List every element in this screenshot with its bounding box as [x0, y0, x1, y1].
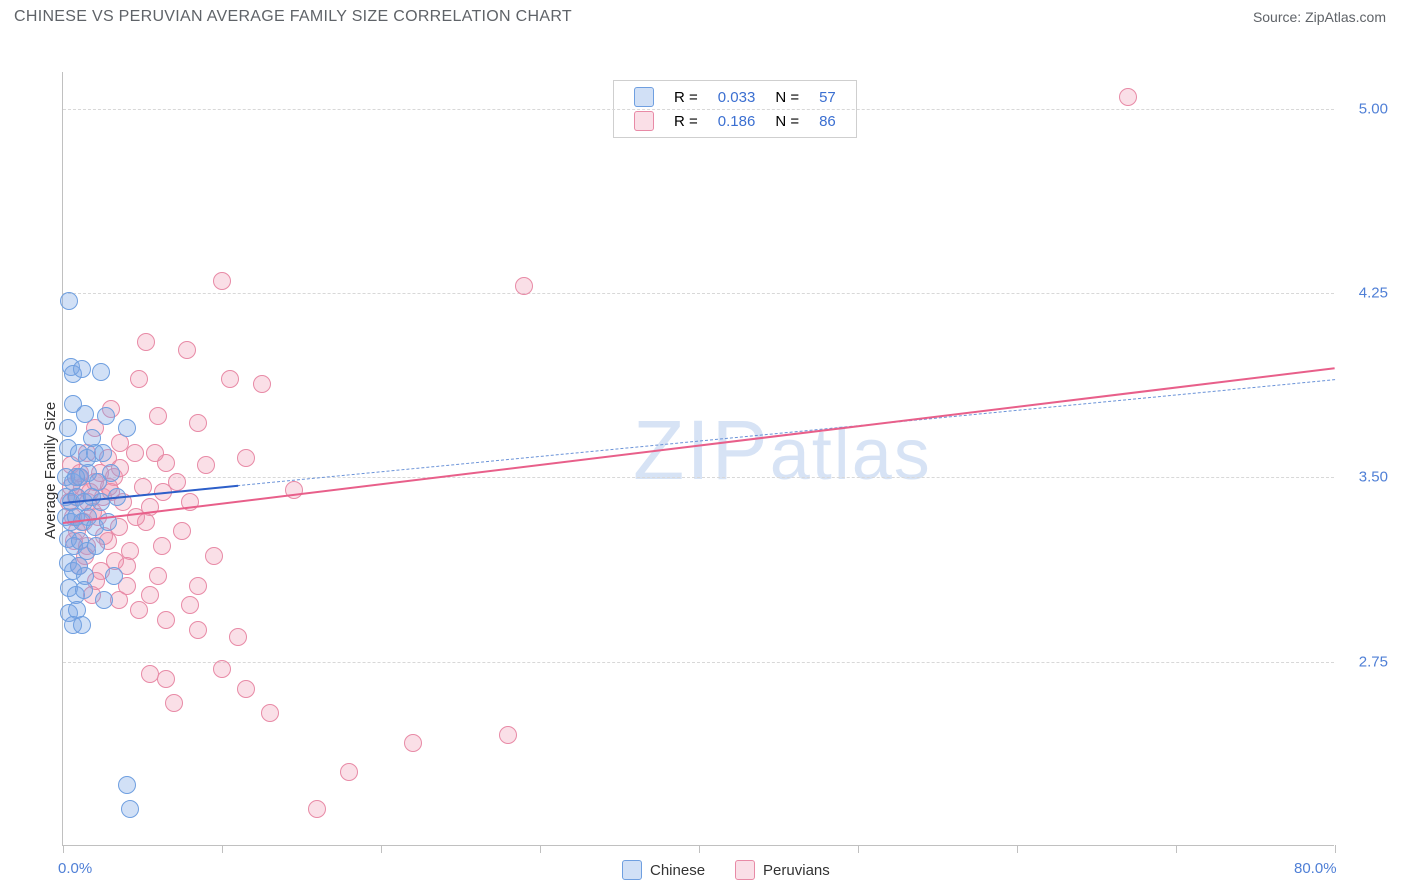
grid-line [63, 477, 1334, 478]
data-point-chinese [95, 591, 113, 609]
data-point-chinese [118, 419, 136, 437]
data-point-peruvians [130, 601, 148, 619]
x-tick [540, 845, 541, 853]
trend-line-peruvians [63, 367, 1335, 524]
y-axis-title: Average Family Size [42, 402, 59, 539]
chart-title: CHINESE VS PERUVIAN AVERAGE FAMILY SIZE … [14, 8, 572, 26]
data-point-peruvians [173, 522, 191, 540]
y-tick-label: 3.50 [1359, 469, 1388, 486]
data-point-chinese [87, 537, 105, 555]
data-point-chinese [73, 616, 91, 634]
source-name: ZipAtlas.com [1305, 9, 1386, 25]
grid-line [63, 293, 1334, 294]
data-point-peruvians [146, 444, 164, 462]
data-point-chinese [118, 776, 136, 794]
data-point-chinese [92, 363, 110, 381]
x-tick [1335, 845, 1336, 853]
x-tick [1017, 845, 1018, 853]
x-tick [63, 845, 64, 853]
data-point-peruvians [515, 277, 533, 295]
x-tick [858, 845, 859, 853]
data-point-peruvians [157, 670, 175, 688]
data-point-peruvians [499, 726, 517, 744]
data-point-peruvians [153, 537, 171, 555]
source-prefix: Source: [1253, 9, 1305, 25]
data-point-peruvians [137, 333, 155, 351]
swatch-peruvians [634, 111, 654, 131]
legend-row-peruvians: R = 0.186 N = 86 [624, 109, 846, 133]
x-tick [1176, 845, 1177, 853]
r-value-chinese: 0.033 [708, 85, 766, 109]
y-tick-label: 4.25 [1359, 285, 1388, 302]
r-value-peruvians: 0.186 [708, 109, 766, 133]
data-point-peruvians [127, 508, 145, 526]
swatch-chinese [622, 860, 642, 880]
watermark: ZIPatlas [633, 402, 932, 499]
legend-label-chinese: Chinese [650, 862, 705, 879]
data-point-peruvians [165, 694, 183, 712]
data-point-peruvians [130, 370, 148, 388]
n-value-peruvians: 86 [809, 109, 846, 133]
data-point-peruvians [213, 660, 231, 678]
data-point-peruvians [340, 763, 358, 781]
series-legend: Chinese Peruvians [622, 860, 830, 880]
data-point-peruvians [253, 375, 271, 393]
y-tick-label: 2.75 [1359, 653, 1388, 670]
y-tick-label: 5.00 [1359, 100, 1388, 117]
legend-item-chinese: Chinese [622, 860, 705, 880]
plot-area: ZIPatlas R = 0.033 N = 57 R = 0.186 N = … [62, 72, 1334, 846]
data-point-peruvians [149, 407, 167, 425]
x-tick [222, 845, 223, 853]
r-label: R = [664, 85, 708, 109]
n-value-chinese: 57 [809, 85, 846, 109]
data-point-peruvians [189, 621, 207, 639]
data-point-peruvians [213, 272, 231, 290]
data-point-chinese [102, 464, 120, 482]
data-point-chinese [105, 567, 123, 585]
chart-header: CHINESE VS PERUVIAN AVERAGE FAMILY SIZE … [0, 0, 1406, 30]
n-label: N = [765, 85, 809, 109]
data-point-peruvians [221, 370, 239, 388]
data-point-chinese [59, 419, 77, 437]
data-point-chinese [94, 444, 112, 462]
legend-item-peruvians: Peruvians [735, 860, 830, 880]
data-point-chinese [97, 407, 115, 425]
x-tick [381, 845, 382, 853]
grid-line [63, 662, 1334, 663]
data-point-peruvians [181, 596, 199, 614]
legend-label-peruvians: Peruvians [763, 862, 830, 879]
legend-row-chinese: R = 0.033 N = 57 [624, 85, 846, 109]
data-point-chinese [60, 292, 78, 310]
r-label: R = [664, 109, 708, 133]
data-point-chinese [75, 581, 93, 599]
data-point-peruvians [404, 734, 422, 752]
data-point-peruvians [1119, 88, 1137, 106]
data-point-peruvians [157, 611, 175, 629]
source-attribution: Source: ZipAtlas.com [1253, 9, 1386, 25]
data-point-peruvians [308, 800, 326, 818]
data-point-chinese [76, 405, 94, 423]
swatch-chinese [634, 87, 654, 107]
x-axis-min-label: 0.0% [58, 860, 92, 877]
grid-line [63, 109, 1334, 110]
data-point-peruvians [237, 449, 255, 467]
data-point-chinese [121, 800, 139, 818]
data-point-peruvians [197, 456, 215, 474]
data-point-chinese [67, 468, 85, 486]
data-point-peruvians [261, 704, 279, 722]
data-point-peruvians [149, 567, 167, 585]
data-point-chinese [73, 360, 91, 378]
x-axis-max-label: 80.0% [1294, 860, 1337, 877]
data-point-peruvians [205, 547, 223, 565]
n-label: N = [765, 109, 809, 133]
data-point-peruvians [189, 577, 207, 595]
watermark-ip: IP [686, 403, 769, 497]
trend-line-chinese-dashed [63, 379, 1335, 503]
data-point-peruvians [189, 414, 207, 432]
data-point-peruvians [237, 680, 255, 698]
x-tick [699, 845, 700, 853]
data-point-peruvians [229, 628, 247, 646]
data-point-peruvians [178, 341, 196, 359]
swatch-peruvians [735, 860, 755, 880]
